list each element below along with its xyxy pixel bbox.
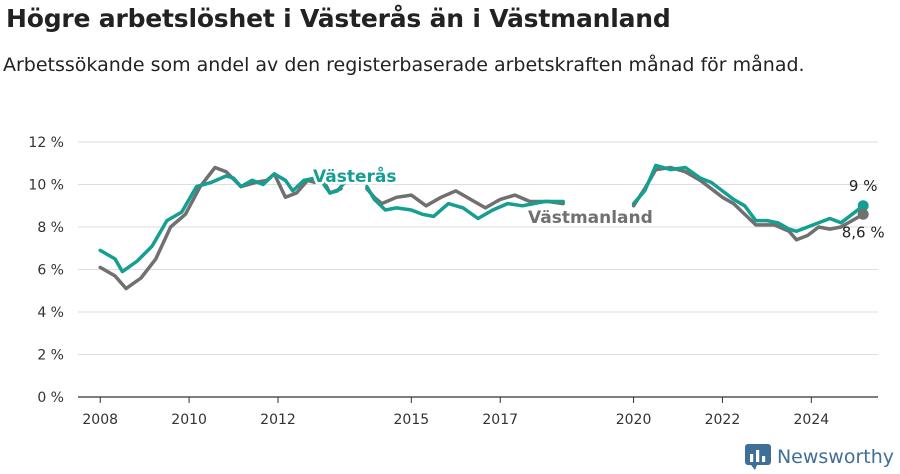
y-tick-label: 10 % <box>28 178 64 194</box>
chart-subtitle: Arbetssökande som andel av den registerb… <box>3 54 805 76</box>
x-tick-label: 2017 <box>482 412 518 428</box>
end-value-label: 8,6 % <box>842 223 885 241</box>
series-name-label: Västmanland <box>528 208 653 228</box>
x-tick-label: 2024 <box>794 412 830 428</box>
series-line-vastmanland <box>98 165 865 291</box>
y-tick-label: 4 % <box>37 305 64 321</box>
y-axis-tick-labels: 0 % 2 % 4 % 6 % 8 % 10 % 12 % <box>28 135 64 406</box>
end-point-marker <box>857 208 869 220</box>
x-tick-label: 2010 <box>171 412 207 428</box>
newsworthy-logo: Newsworthy <box>744 444 894 470</box>
end-point-marker <box>857 200 869 212</box>
y-tick-label: 2 % <box>37 348 64 364</box>
y-tick-label: 12 % <box>28 135 64 151</box>
y-tick-label: 0 % <box>37 390 64 406</box>
end-value-label: 9 % <box>849 177 878 195</box>
x-tick-label: 2015 <box>394 412 430 428</box>
x-tick-label: 2012 <box>260 412 296 428</box>
x-axis: 2008 2010 2012 2015 2017 2020 2022 2024 <box>78 396 878 428</box>
gridlines <box>78 141 878 355</box>
brand-name: Newsworthy <box>776 446 894 468</box>
series-labels: 9 % 8,6 % Västerås Västmanland <box>311 163 885 242</box>
x-tick-label: 2008 <box>82 412 118 428</box>
x-tick-label: 2020 <box>616 412 652 428</box>
chart-title: Högre arbetslöshet i Västerås än i Västm… <box>6 4 671 33</box>
series-name-label: Västerås <box>313 165 396 187</box>
series-line-vasteras <box>98 163 865 274</box>
series-lines <box>98 163 865 291</box>
x-tick-label: 2022 <box>705 412 741 428</box>
y-tick-label: 6 % <box>37 263 64 279</box>
y-tick-label: 8 % <box>37 220 64 236</box>
bar-chart-icon <box>744 444 771 470</box>
